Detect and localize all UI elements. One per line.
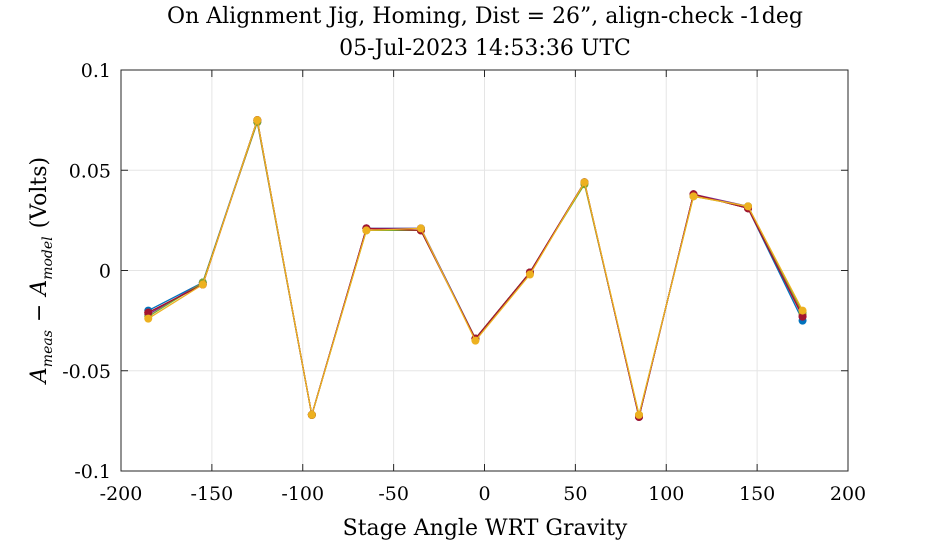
- y-label-sub1: meas: [40, 330, 56, 367]
- y-tick-label: 0.1: [81, 60, 111, 82]
- x-axis-label: Stage Angle WRT Gravity: [343, 516, 628, 541]
- data-point: [634, 410, 643, 419]
- y-axis-label: Ameas − Amodel (Volts): [27, 157, 56, 385]
- y-label-units: (Volts): [27, 157, 52, 228]
- series-layer: [144, 116, 807, 421]
- x-tick-label: -100: [281, 483, 324, 505]
- series-6: [144, 116, 807, 419]
- data-point: [307, 410, 316, 419]
- data-point: [362, 226, 371, 235]
- y-label-a2: A: [27, 280, 52, 298]
- x-tick-label: 200: [830, 483, 866, 505]
- y-tick-label: 0: [99, 261, 111, 283]
- x-tick-label: 0: [478, 483, 490, 505]
- data-point: [416, 224, 425, 233]
- y-label-sub2: model: [40, 236, 56, 279]
- chart-subtitle: 05-Jul-2023 14:53:36 UTC: [339, 36, 631, 61]
- y-tick-label: 0.05: [69, 160, 111, 182]
- data-point: [689, 192, 698, 201]
- data-point: [580, 178, 589, 187]
- x-axis: -200 -150 -100 -50 0 50 100 150 200: [100, 70, 866, 505]
- y-label-a1: A: [27, 367, 52, 385]
- data-point: [798, 306, 807, 315]
- x-tick-label: 100: [648, 483, 684, 505]
- data-point: [798, 312, 807, 321]
- x-tick-label: 150: [739, 483, 775, 505]
- data-point: [525, 270, 534, 279]
- grid: [120, 69, 849, 472]
- x-tick-label: -200: [100, 483, 143, 505]
- data-point: [471, 336, 480, 345]
- y-tick-label: -0.05: [62, 361, 111, 383]
- data-point: [198, 280, 207, 289]
- y-axis: -0.1 -0.05 0 0.05 0.1: [62, 60, 848, 483]
- data-point: [744, 202, 753, 211]
- x-tick-label: -50: [378, 483, 409, 505]
- chart-title: On Alignment Jig, Homing, Dist = 26”, al…: [167, 4, 803, 29]
- data-point: [144, 314, 153, 323]
- x-tick-label: 50: [563, 483, 587, 505]
- y-tick-label: -0.1: [74, 461, 111, 483]
- data-point: [253, 116, 262, 125]
- data-point: [144, 308, 153, 317]
- x-tick-label: -150: [191, 483, 234, 505]
- y-label-minus: −: [27, 304, 52, 322]
- svg-text:Ameas−Amodel(Volts): Ameas − Amodel (Volts): [27, 157, 56, 385]
